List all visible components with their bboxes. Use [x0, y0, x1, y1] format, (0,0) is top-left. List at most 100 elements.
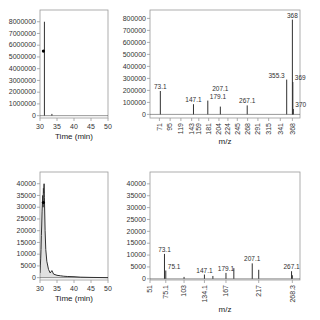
y-tick-label: 35000 — [17, 192, 37, 199]
x-axis-label: m/z — [219, 305, 232, 314]
stem — [160, 91, 161, 114]
y-tick-label: 800000 — [123, 15, 146, 22]
stem — [207, 101, 208, 115]
stem — [292, 20, 293, 115]
plot-frame — [40, 10, 108, 118]
y-tick — [147, 114, 150, 115]
x-tick — [184, 280, 185, 283]
y-tick — [37, 33, 40, 34]
x-tick-label: 35 — [53, 285, 61, 292]
x-tick-label: 291 — [254, 123, 261, 135]
y-tick-label: 40000 — [17, 180, 37, 187]
y-tick — [147, 66, 150, 67]
stem — [184, 277, 185, 279]
x-tick-label: 134.1 — [201, 285, 208, 303]
x-tick-label: 204 — [215, 123, 222, 135]
y-tick-label: 0 — [142, 275, 146, 282]
plot-area — [40, 184, 108, 278]
stem — [44, 22, 45, 116]
x-tick — [204, 280, 205, 283]
peak-label: 179.1 — [210, 93, 227, 100]
y-tick — [37, 21, 40, 22]
x-tick-label: 51 — [146, 285, 153, 293]
x-axis-label: Time (min) — [55, 132, 93, 141]
stem — [286, 80, 287, 115]
x-tick — [191, 118, 192, 121]
y-tick-label: 0 — [32, 274, 36, 281]
y-tick-label: 100000 — [123, 99, 146, 106]
y-tick-label: 40000 — [127, 180, 147, 187]
y-tick — [37, 68, 40, 69]
x-tick — [292, 118, 293, 121]
panel: 0100000020000003000000400000050000006000… — [9, 10, 112, 141]
x-tick-label: 30 — [36, 123, 44, 130]
plot-area — [150, 20, 300, 115]
peak-label: 369 — [295, 74, 306, 81]
x-tick — [258, 280, 259, 283]
x-tick — [198, 118, 199, 121]
x-tick-label: 95 — [166, 123, 173, 131]
stem — [225, 273, 226, 279]
y-tick — [37, 207, 40, 208]
peak-label: 73.1 — [158, 246, 171, 253]
y-tick — [37, 183, 40, 184]
y-tick — [37, 254, 40, 255]
y-tick-label: 2000000 — [9, 88, 36, 95]
x-tick-label: 103 — [180, 285, 187, 297]
y-tick-label: 1000000 — [9, 100, 36, 107]
y-tick-label: 200000 — [123, 87, 146, 94]
x-tick — [159, 118, 160, 121]
x-tick-label: 167 — [222, 285, 229, 297]
baseline — [40, 115, 108, 116]
y-tick-label: 35000 — [127, 192, 147, 199]
y-tick-label: 25000 — [17, 215, 37, 222]
x-tick — [108, 118, 109, 121]
y-tick — [37, 277, 40, 278]
peak-label: 370 — [295, 101, 306, 108]
x-tick — [257, 118, 258, 121]
x-tick — [227, 118, 228, 121]
stem — [220, 107, 221, 115]
y-tick-label: 600000 — [123, 39, 146, 46]
y-tick — [37, 92, 40, 93]
y-tick — [37, 195, 40, 196]
baseline — [150, 278, 300, 279]
x-tick-label: 245 — [234, 123, 241, 135]
stem — [252, 263, 253, 278]
stem — [212, 276, 213, 279]
y-tick — [147, 18, 150, 19]
x-axis-label: m/z — [219, 137, 232, 146]
y-tick-label: 30000 — [17, 203, 37, 210]
x-tick — [208, 118, 209, 121]
stem — [292, 275, 293, 279]
point — [42, 49, 45, 52]
plot-frame — [150, 10, 300, 118]
x-tick-label: 75.1 — [162, 285, 169, 299]
y-tick — [147, 195, 150, 196]
point — [42, 201, 45, 204]
labels: 73.1147.1179.1207.1267.1355.3368369370 — [154, 12, 306, 108]
x-tick — [91, 118, 92, 121]
stem — [292, 82, 293, 114]
stem — [204, 275, 205, 279]
peak-label: 368 — [287, 12, 298, 19]
y-tick — [37, 242, 40, 243]
y-tick — [37, 115, 40, 116]
x-tick-label: 143 — [188, 123, 195, 135]
x-tick-label: 50 — [104, 285, 112, 292]
x-tick-label: 40 — [70, 123, 78, 130]
x-tick-label: 268 — [244, 123, 251, 135]
stem — [51, 114, 52, 116]
x-tick — [280, 118, 281, 121]
y-tick — [147, 255, 150, 256]
stem — [291, 271, 292, 279]
peak-label: 207.1 — [244, 255, 261, 262]
stem — [164, 254, 165, 279]
x-tick-label: 268.3 — [289, 285, 296, 303]
x-tick — [165, 280, 166, 283]
peak-label: 207.1 — [212, 85, 229, 92]
x-tick-label: 368 — [289, 123, 296, 135]
peak-label: 179.1 — [218, 265, 235, 272]
x-tick — [225, 280, 226, 283]
y-tick — [37, 45, 40, 46]
